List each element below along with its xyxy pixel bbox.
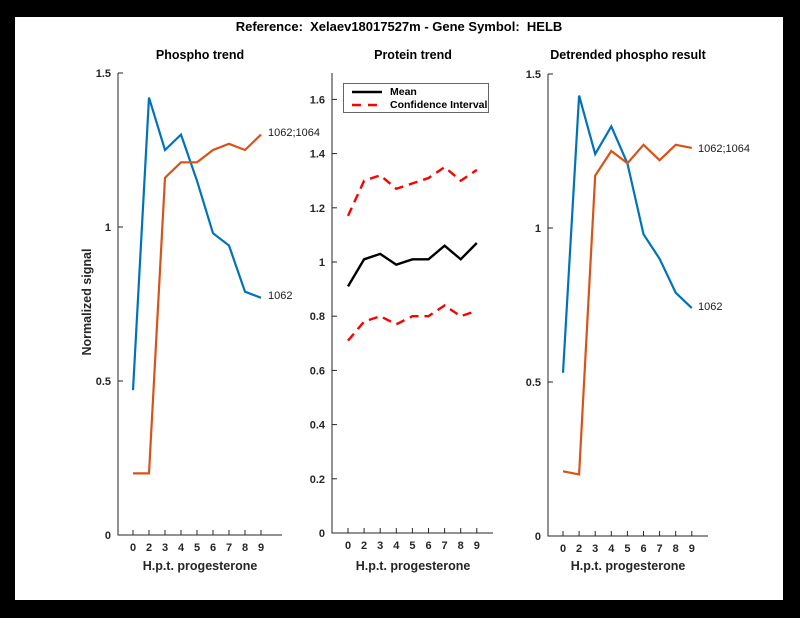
series-end-label-1062: 1062: [268, 290, 293, 302]
y-tick-label: 1.5: [96, 68, 111, 80]
y-tick-label: 0.2: [310, 474, 325, 486]
x-tick-label: 0: [130, 542, 136, 554]
x-tick-label: 4: [393, 540, 400, 552]
subplot2-xaxis-label: H.p.t. progesterone: [355, 559, 471, 573]
x-tick-label: 2: [361, 540, 367, 552]
x-tick-label: 4: [178, 542, 185, 554]
x-tick-label: 8: [458, 540, 464, 552]
x-tick-label: 5: [194, 542, 200, 554]
subplot1-yaxis-label: Normalized signal: [80, 248, 94, 356]
x-tick-label: 3: [377, 540, 383, 552]
series-line-1062: [561, 95, 693, 373]
y-tick-label: 0.5: [526, 377, 541, 389]
y-tick-label: 1.4: [310, 149, 326, 161]
x-tick-label: 7: [657, 543, 663, 555]
series-end-label-1062: 1062: [698, 301, 723, 313]
y-tick-label: 1: [319, 257, 325, 269]
x-tick-label: 6: [640, 543, 646, 555]
y-tick-label: 1: [535, 223, 541, 235]
legend: Mean Confidence Interval: [343, 83, 489, 113]
y-tick-label: 1: [105, 222, 111, 234]
x-tick-label: 5: [624, 543, 630, 555]
x-tick-label: 7: [226, 542, 232, 554]
x-tick-label: 9: [258, 542, 264, 554]
x-tick-label: 8: [242, 542, 248, 554]
figure-title: Reference: Xelaev18017527m - Gene Symbol…: [235, 19, 563, 34]
x-tick-label: 0: [345, 540, 351, 552]
subplot2-title: Protein trend: [374, 48, 452, 62]
series-line-1062-1064: [562, 143, 693, 476]
x-tick-label: 8: [673, 543, 679, 555]
series-line-1062-1064: [133, 133, 262, 475]
series-end-label-1062-1064: 1062;1064: [698, 143, 750, 155]
x-tick-label: 9: [474, 540, 480, 552]
subplot1-xaxis-label: H.p.t. progesterone: [142, 559, 258, 573]
y-tick-label: 0: [105, 530, 111, 542]
y-tick-label: 0.4: [310, 420, 326, 432]
y-tick-label: 0: [319, 528, 325, 540]
legend-label-confidence-interval: Confidence Interval: [390, 98, 488, 111]
x-tick-label: 0: [560, 543, 566, 555]
x-tick-label: 9: [689, 543, 695, 555]
y-tick-label: 1.5: [526, 69, 541, 81]
series-end-label-1062-1064: 1062;1064: [268, 127, 320, 139]
x-tick-label: 3: [162, 542, 168, 554]
x-tick-label: 5: [409, 540, 415, 552]
y-tick-label: 0: [535, 531, 541, 543]
y-tick-label: 0.6: [310, 365, 325, 377]
x-tick-label: 6: [425, 540, 431, 552]
series-line-confidence-interval-upper: [346, 165, 478, 217]
axis-spines: [117, 73, 282, 536]
figure-canvas: [15, 17, 783, 600]
legend-row-confidence-interval: Confidence Interval: [351, 98, 488, 111]
x-tick-label: 7: [442, 540, 448, 552]
subplot3-title: Detrended phospho result: [550, 48, 706, 62]
axis-spines: [331, 73, 493, 534]
x-tick-label: 4: [608, 543, 615, 555]
mean-line-sample-icon: [352, 90, 382, 93]
series-line-mean: [346, 242, 478, 288]
y-tick-label: 0.8: [310, 311, 325, 323]
y-tick-label: 1.6: [310, 94, 325, 106]
series-line-1062: [131, 97, 262, 391]
axis-spines: [547, 74, 708, 537]
x-tick-label: 6: [210, 542, 216, 554]
subplot1-title: Phospho trend: [155, 48, 245, 62]
confidence-interval-line-sample-icon: [352, 103, 382, 106]
x-tick-label: 2: [146, 542, 152, 554]
series-line-confidence-interval-lower: [347, 303, 478, 342]
y-tick-label: 1.2: [310, 203, 325, 215]
x-tick-label: 2: [576, 543, 582, 555]
x-tick-label: 3: [592, 543, 598, 555]
legend-label-mean: Mean: [390, 85, 417, 98]
subplot3-xaxis-label: H.p.t. progesterone: [570, 559, 686, 573]
y-tick-label: 0.5: [96, 376, 111, 388]
legend-row-mean: Mean: [351, 85, 488, 98]
